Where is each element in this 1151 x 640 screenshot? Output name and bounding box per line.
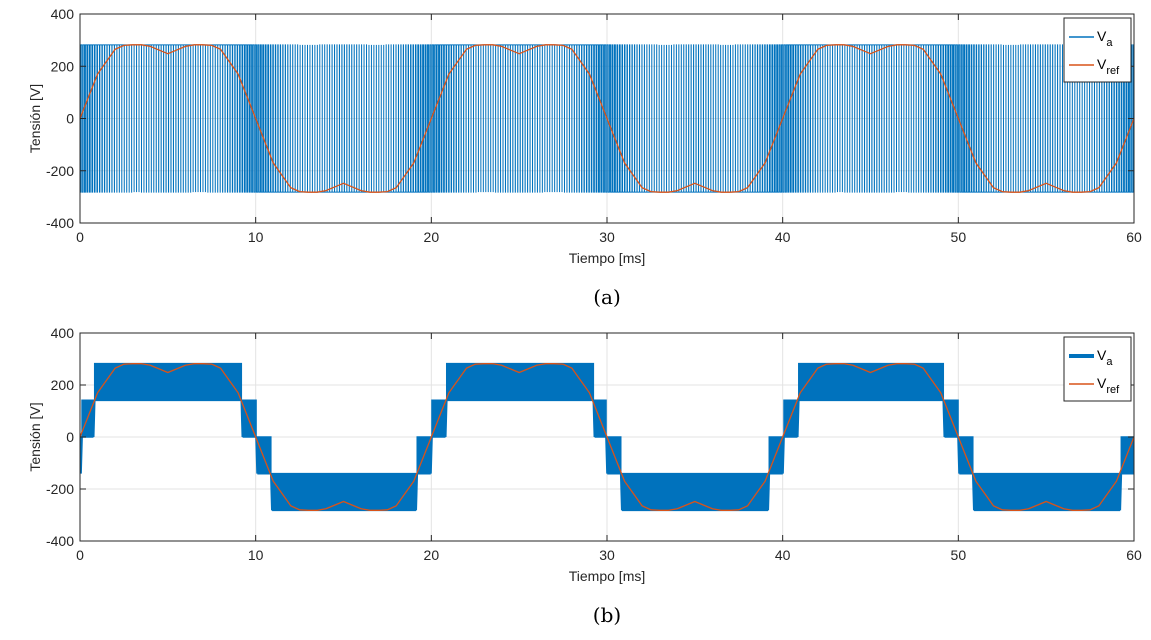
series-vref-line <box>80 363 1134 511</box>
x-tick-label: 60 <box>1126 229 1142 245</box>
x-tick-label: 20 <box>424 229 440 245</box>
x-tick-label: 0 <box>76 229 84 245</box>
x-tick-label: 20 <box>424 547 440 563</box>
series-va-line <box>80 44 1134 193</box>
x-tick-label: 50 <box>951 229 967 245</box>
y-axis-label: Tensión [V] <box>27 84 43 153</box>
y-tick-label: -400 <box>46 215 74 231</box>
y-tick-label: -200 <box>46 481 74 497</box>
legend-box <box>1063 336 1132 402</box>
x-tick-label: 30 <box>599 229 615 245</box>
legend-label-subscript: ref <box>1106 65 1120 77</box>
panel-caption: (b) <box>593 603 621 627</box>
y-tick-label: 0 <box>66 111 74 127</box>
chart-panel-b: 0 10 20 30 40 50 60 -400 -200 0 200 400 Tiempo [ms] T… <box>27 325 1142 627</box>
y-tick-label: -200 <box>46 163 74 179</box>
y-tick-label: 200 <box>51 377 75 393</box>
x-tick-label: 60 <box>1126 547 1142 563</box>
panel-caption: (a) <box>593 285 621 309</box>
y-tick-label: 400 <box>51 325 75 341</box>
y-tick-label: 400 <box>51 6 75 22</box>
y-tick-label: 0 <box>66 429 74 445</box>
x-tick-label: 40 <box>775 229 791 245</box>
x-tick-label: 10 <box>248 229 264 245</box>
legend-label-subscript: a <box>1106 356 1113 368</box>
legend-label-subscript: ref <box>1106 384 1120 396</box>
x-axis-label: Tiempo [ms] <box>569 568 646 584</box>
x-tick-label: 50 <box>951 547 967 563</box>
x-tick-label: 40 <box>775 547 791 563</box>
chart-panel-a: 0 10 20 30 40 50 60 -400 -200 0 200 400 Tiempo [ms] T… <box>27 6 1142 309</box>
y-tick-label: -400 <box>46 533 74 549</box>
legend-label-subscript: a <box>1106 37 1113 49</box>
series-vref-line <box>80 44 1134 193</box>
x-tick-label: 10 <box>248 547 264 563</box>
legend-box <box>1063 17 1132 83</box>
y-axis-label: Tensión [V] <box>27 402 43 471</box>
y-tick-label: 200 <box>51 58 75 74</box>
x-tick-label: 0 <box>76 547 84 563</box>
x-tick-label: 30 <box>599 547 615 563</box>
x-axis-label: Tiempo [ms] <box>569 250 646 266</box>
